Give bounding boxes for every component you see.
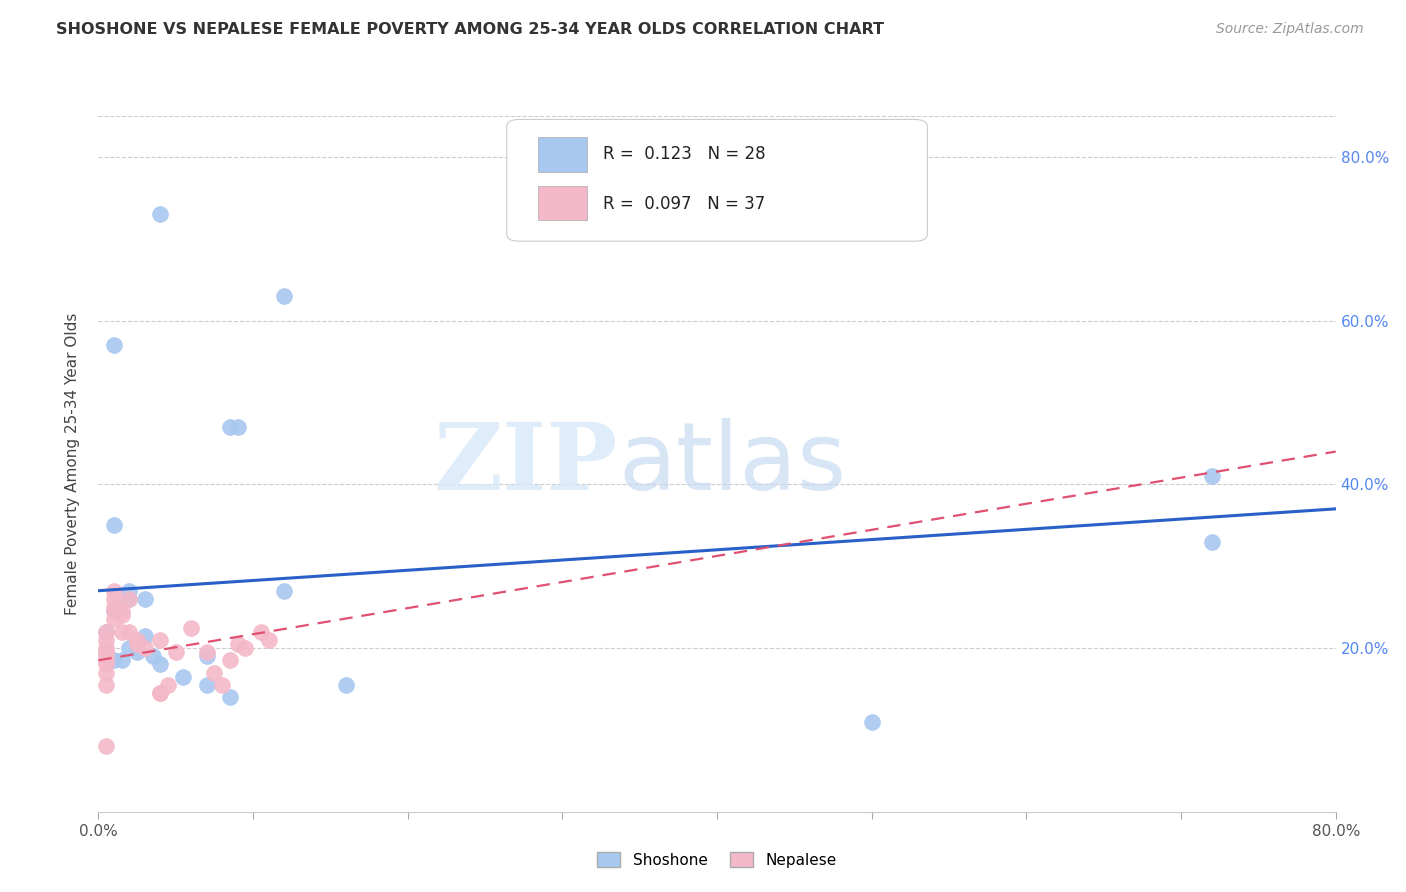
Point xyxy=(96,632,118,647)
Text: Source: ZipAtlas.com: Source: ZipAtlas.com xyxy=(1216,22,1364,37)
Point xyxy=(103,612,125,626)
Point xyxy=(149,632,172,647)
Point xyxy=(118,640,141,655)
Point xyxy=(103,583,125,598)
Point xyxy=(103,604,125,618)
FancyBboxPatch shape xyxy=(537,136,588,171)
Point xyxy=(273,583,295,598)
Point xyxy=(96,624,118,639)
Point xyxy=(103,653,125,667)
Point xyxy=(111,608,134,623)
Point xyxy=(165,645,187,659)
Y-axis label: Female Poverty Among 25-34 Year Olds: Female Poverty Among 25-34 Year Olds xyxy=(65,313,80,615)
Point xyxy=(1201,534,1223,549)
Point xyxy=(195,649,218,664)
Point xyxy=(142,649,165,664)
Point xyxy=(219,420,242,434)
Point xyxy=(103,604,125,618)
Point xyxy=(149,686,172,700)
Point xyxy=(180,621,202,635)
Point xyxy=(235,640,257,655)
Point xyxy=(226,637,249,651)
Point xyxy=(860,714,883,729)
Point xyxy=(257,632,280,647)
Text: R =  0.123   N = 28: R = 0.123 N = 28 xyxy=(603,145,766,163)
Point xyxy=(103,600,125,615)
Point xyxy=(127,645,149,659)
Point xyxy=(103,338,125,352)
Point xyxy=(103,591,125,606)
Legend: Shoshone, Nepalese: Shoshone, Nepalese xyxy=(592,846,842,873)
Point xyxy=(118,591,141,606)
Point xyxy=(96,665,118,680)
Point xyxy=(157,678,180,692)
Text: atlas: atlas xyxy=(619,417,846,510)
Text: ZIP: ZIP xyxy=(434,419,619,508)
Point xyxy=(111,604,134,618)
Point xyxy=(149,207,172,221)
Point xyxy=(127,632,149,647)
Text: R =  0.097   N = 37: R = 0.097 N = 37 xyxy=(603,195,765,213)
Point xyxy=(134,640,156,655)
Point xyxy=(96,645,118,659)
Point xyxy=(173,670,195,684)
Point xyxy=(96,640,118,655)
Point xyxy=(134,629,156,643)
Point xyxy=(226,420,249,434)
Point xyxy=(134,591,156,606)
Point xyxy=(111,624,134,639)
FancyBboxPatch shape xyxy=(506,120,928,241)
Point xyxy=(250,624,273,639)
Point xyxy=(335,678,357,692)
Point xyxy=(149,657,172,672)
Text: SHOSHONE VS NEPALESE FEMALE POVERTY AMONG 25-34 YEAR OLDS CORRELATION CHART: SHOSHONE VS NEPALESE FEMALE POVERTY AMON… xyxy=(56,22,884,37)
Point xyxy=(219,690,242,705)
Point xyxy=(96,653,118,667)
Point xyxy=(273,289,295,303)
Point xyxy=(204,665,226,680)
Point xyxy=(96,624,118,639)
Point xyxy=(111,653,134,667)
Point xyxy=(219,653,242,667)
Point xyxy=(96,645,118,659)
Point xyxy=(149,686,172,700)
Point xyxy=(127,637,149,651)
Point xyxy=(211,678,233,692)
Point xyxy=(118,591,141,606)
Point xyxy=(96,657,118,672)
Point xyxy=(118,583,141,598)
Point xyxy=(118,624,141,639)
Point xyxy=(96,739,118,754)
Point xyxy=(96,649,118,664)
Point xyxy=(195,678,218,692)
Point xyxy=(96,678,118,692)
Point xyxy=(195,645,218,659)
Point xyxy=(103,518,125,533)
Point xyxy=(1201,469,1223,483)
FancyBboxPatch shape xyxy=(537,186,588,220)
